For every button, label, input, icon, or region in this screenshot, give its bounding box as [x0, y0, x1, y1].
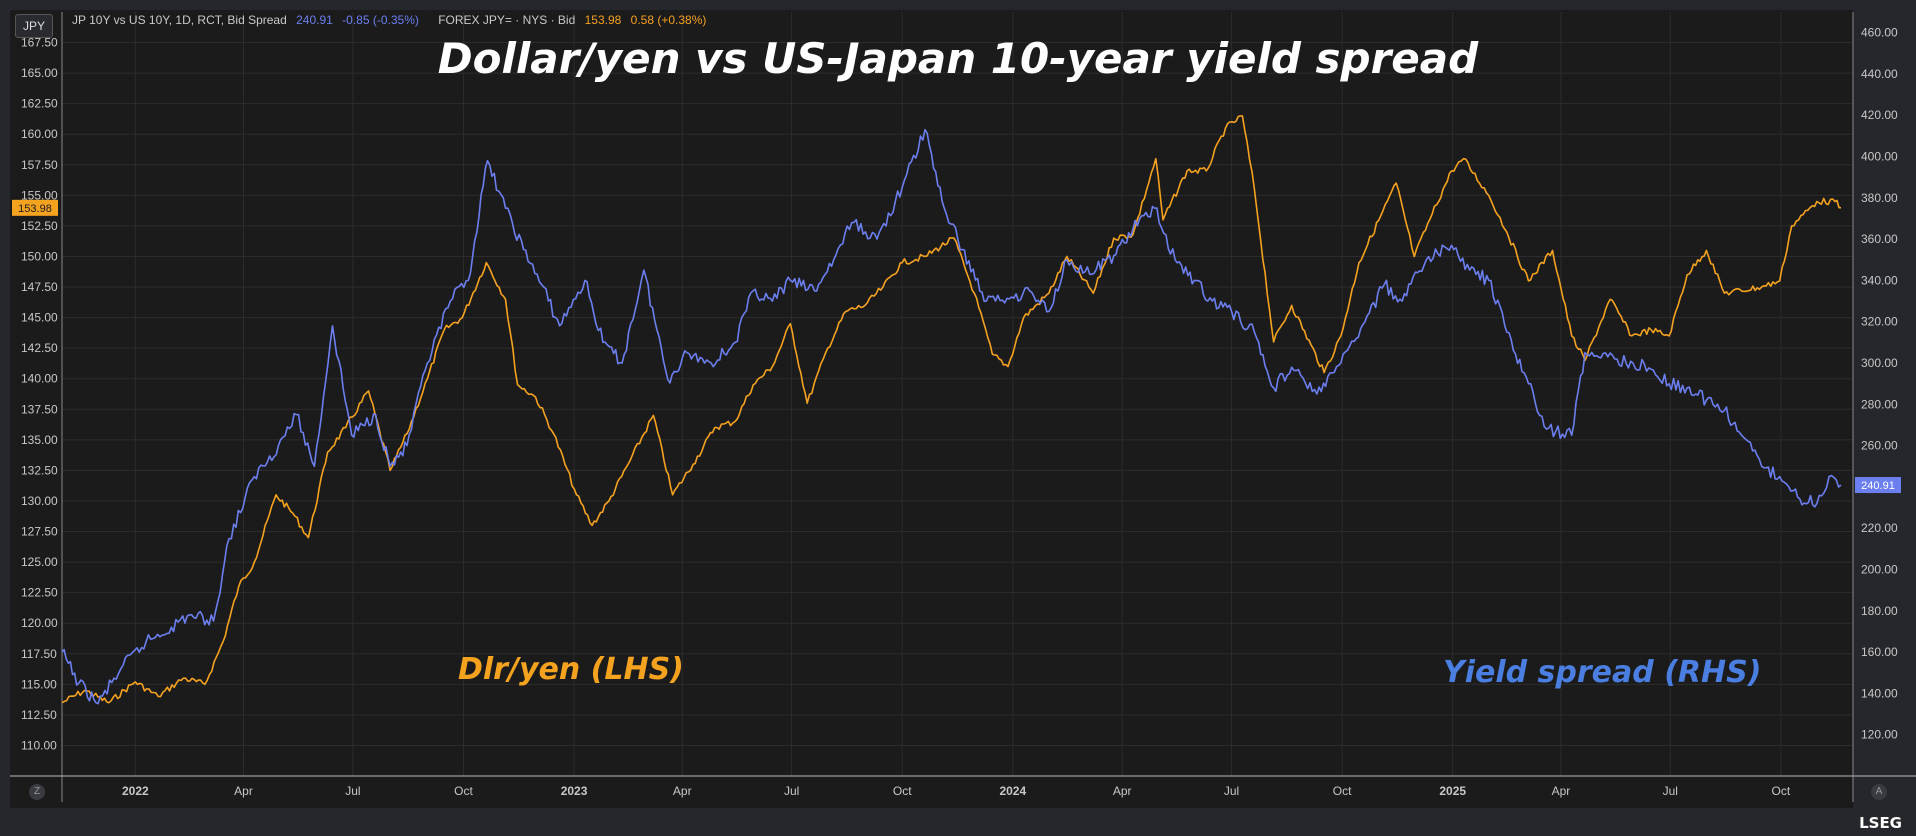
- right-tick-label: 120.00: [1861, 728, 1898, 742]
- left-tick-label: 142.50: [21, 341, 58, 355]
- x-tick-label: Apr: [1113, 784, 1132, 798]
- right-tick-label: 140.00: [1861, 686, 1898, 700]
- right-tick-label: 220.00: [1861, 521, 1898, 535]
- left-tick-label: 165.00: [21, 66, 58, 80]
- right-last-value-badge: [1855, 477, 1901, 494]
- legend: JP 10Y vs US 10Y, 1D, RCT, Bid Spread 24…: [72, 13, 712, 27]
- right-tick-label: 320.00: [1861, 315, 1898, 329]
- grid-lines: [62, 12, 1853, 776]
- right-tick-label: 440.00: [1861, 67, 1898, 81]
- left-tick-label: 162.50: [21, 97, 58, 111]
- right-last-value-text: 240.91: [1861, 480, 1895, 492]
- right-tick-label: 340.00: [1861, 273, 1898, 287]
- left-last-value-badge: [12, 199, 58, 216]
- x-tick-label: Apr: [1552, 784, 1571, 798]
- left-tick-label: 157.50: [21, 158, 58, 172]
- left-tick-label: 147.50: [21, 280, 58, 294]
- left-tick-label: 150.00: [21, 249, 58, 263]
- right-tick-label: 280.00: [1861, 397, 1898, 411]
- legend-series1-value: 240.91: [296, 13, 333, 27]
- x-tick-label: 2023: [561, 784, 588, 798]
- chart-title: Dollar/yen vs US-Japan 10-year yield spr…: [437, 34, 1479, 83]
- left-tick-label: 122.50: [21, 586, 58, 600]
- left-tick-label: 130.00: [21, 494, 58, 508]
- x-tick-label: Jul: [1663, 784, 1678, 798]
- right-tick-label: 400.00: [1861, 150, 1898, 164]
- right-tick-label: 200.00: [1861, 563, 1898, 577]
- dlr-yen-series-line: [61, 115, 1842, 704]
- x-tick-label: Oct: [893, 784, 912, 798]
- left-tick-label: 137.50: [21, 402, 58, 416]
- left-tick-label: 125.00: [21, 555, 58, 569]
- right-tick-label: 360.00: [1861, 232, 1898, 246]
- legend-series2-value: 153.98: [584, 13, 622, 27]
- legend-series1-name: JP 10Y vs US 10Y, 1D, RCT, Bid Spread: [72, 13, 287, 27]
- lseg-logo: LSEG: [1859, 814, 1902, 832]
- x-tick-label: 2024: [999, 784, 1026, 798]
- x-tick-label: Oct: [454, 784, 473, 798]
- left-tick-label: 155.00: [21, 188, 58, 202]
- right-tick-label: 260.00: [1861, 439, 1898, 453]
- left-tick-label: 160.00: [21, 127, 58, 141]
- left-tick-label: 132.50: [21, 463, 58, 477]
- x-tick-label: Jul: [784, 784, 799, 798]
- footer-bar: [0, 808, 1916, 836]
- x-tick-label: 2025: [1439, 784, 1466, 798]
- x-tick-label: Oct: [1333, 784, 1352, 798]
- legend-series2-name: FOREX JPY= · NYS · Bid: [438, 13, 576, 27]
- left-tick-label: 112.50: [21, 708, 57, 722]
- right-tick-label: 160.00: [1861, 645, 1898, 659]
- x-tick-label: Apr: [234, 784, 253, 798]
- last-value-labels: 153.98 240.91: [12, 199, 1901, 494]
- left-last-value-text: 153.98: [18, 203, 52, 215]
- yield-spread-series-line: [61, 128, 1842, 705]
- left-tick-label: 120.00: [21, 616, 58, 630]
- legend-series1-change: -0.85 (-0.35%): [342, 13, 419, 27]
- left-tick-label: 117.50: [21, 647, 57, 661]
- x-tick-label: 2022: [122, 784, 149, 798]
- annotation-dlr-yen: Dlr/yen (LHS): [458, 652, 684, 687]
- x-tick-label: Jul: [345, 784, 360, 798]
- left-tick-label: 110.00: [21, 738, 57, 752]
- right-tick-label: 300.00: [1861, 356, 1898, 370]
- legend-series2-change: 0.58 (+0.38%): [630, 13, 707, 27]
- series-lines: [61, 115, 1842, 705]
- right-tick-label: 180.00: [1861, 604, 1898, 618]
- right-tick-label: 380.00: [1861, 191, 1898, 205]
- x-tick-label: Oct: [1772, 784, 1791, 798]
- left-tick-label: 135.00: [21, 433, 58, 447]
- right-tick-label: 420.00: [1861, 108, 1898, 122]
- currency-button[interactable]: JPY: [15, 14, 53, 38]
- left-tick-label: 115.00: [21, 677, 57, 691]
- left-tick-label: 167.50: [21, 36, 58, 50]
- x-tick-label: Jul: [1224, 784, 1239, 798]
- zoom-button[interactable]: Z: [29, 784, 45, 800]
- left-tick-label: 145.00: [21, 311, 58, 325]
- left-tick-label: 127.50: [21, 525, 58, 539]
- right-tick-label: 460.00: [1861, 26, 1898, 40]
- auto-scale-button[interactable]: A: [1871, 784, 1887, 800]
- left-tick-label: 152.50: [21, 219, 58, 233]
- annotation-yield-spread: Yield spread (RHS): [1443, 655, 1762, 690]
- left-tick-label: 140.00: [21, 372, 58, 386]
- x-tick-label: Apr: [673, 784, 692, 798]
